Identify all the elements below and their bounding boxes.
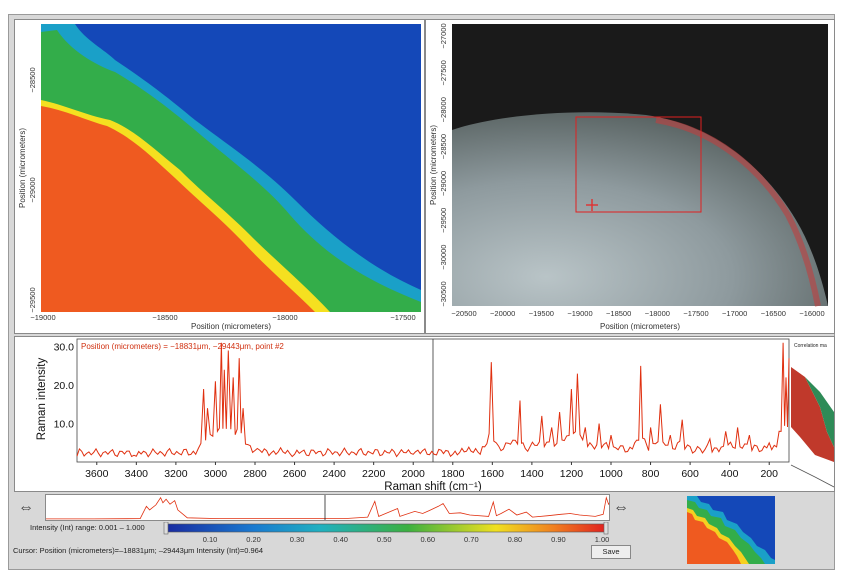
spectrum-x-tick: 2000 [402,468,426,480]
colorbar-min-handle[interactable] [163,522,169,535]
colorbar-tick: 0.60 [420,535,435,544]
colorbar-tick: 0.70 [464,535,479,544]
heatmap-red-region [41,106,315,312]
image-x-tick: −16000 [799,309,824,318]
correlation-surface-red [791,367,834,462]
image-xlabel: Position (micrometers) [600,322,680,331]
save-button[interactable]: Save [591,545,631,559]
image-x-tick: −19000 [567,309,592,318]
spectrum-x-tick: 2600 [283,468,307,480]
correlation-map-title: Correlation ma [794,343,827,349]
spectrum-y-tick: 20.0 [54,380,75,392]
heatmap-panel: −19000 −18500 −18000 −17500 −28500 −29000 −29… [14,19,425,334]
heatmap-y-tick: −29000 [28,177,37,202]
heatmap-x-tick: −19000 [30,313,55,322]
spectrum-x-tick: 2200 [362,468,386,480]
video-image-panel: −20500 −20000 −19500 −19000 −18500 −18000 −175… [425,19,835,334]
image-edge-highlight [655,117,821,307]
spectrum-x-tick: 200 [760,468,778,480]
spectrum-chart[interactable]: Position (micrometers) = −18831μm, −2944… [15,337,835,492]
image-y-tick: −29500 [439,208,448,233]
cursor-status: Cursor: Position (micrometers)=–18831μm;… [13,546,264,555]
image-ylabel: Position (micrometers) [429,125,438,205]
spectrum-x-tick: 3000 [204,468,228,480]
spectrum-ylabel: Raman intensity [36,358,48,441]
heatmap-xlabel: Position (micrometers) [191,322,271,331]
spectrum-y-tick: 30.0 [54,342,75,354]
image-x-tick: −20000 [490,309,515,318]
colorbar[interactable]: 0.10 0.20 0.30 0.40 0.50 0.60 0.70 0.80 0.90 1.00 [162,522,612,544]
scan-region-rect[interactable] [575,116,702,213]
image-y-tick: −30500 [439,281,448,306]
image-y-tick: −27000 [439,23,448,48]
image-x-ticks: −20500 −20000 −19500 −19000 −18500 −18000 −175… [451,309,824,318]
image-y-tick: −27500 [439,60,448,85]
spectrum-x-tick: 1000 [599,468,623,480]
colorbar-tick: 0.20 [246,535,261,544]
overview-spectrum[interactable] [46,495,610,521]
image-x-tick: −17000 [722,309,747,318]
colorbar-tick: 0.80 [508,535,523,544]
spectrum-x-ticks: 3600 3400 3200 3000 2800 2600 2400 2200 2000 1800… [85,462,778,480]
heatmap-y-ticks: −28500 −29000 −29500 [28,67,37,312]
spectrum-x-tick: 1200 [560,468,584,480]
image-x-tick: −19500 [529,309,554,318]
colorbar-ticks: 0.10 0.20 0.30 0.40 0.50 0.60 0.70 0.80 0.90 1.00 [203,535,610,544]
spectrum-x-tick: 1800 [441,468,465,480]
correlation-surface-green [805,377,834,447]
correlation-surface-edge [790,464,834,488]
image-x-tick: −20500 [451,309,476,318]
zoom-right-arrow-icon[interactable]: ⇔ [613,499,629,516]
zoom-left-arrow-icon[interactable]: ⇔ [18,499,34,516]
image-sample-region [452,112,828,306]
heatmap-ylabel: Position (micrometers) [18,128,27,208]
spectrum-panel: Position (micrometers) = −18831μm, −2944… [14,336,835,492]
heatmap-x-tick: −18500 [152,313,177,322]
image-x-tick: −18000 [645,309,670,318]
spectrum-x-tick: 600 [681,468,699,480]
heatmap-y-tick: −28500 [28,67,37,92]
spectrum-line [76,342,790,458]
spectrum-x-tick: 800 [642,468,660,480]
intensity-range-label: Intensity (Int) range: 0.001 – 1.000 [30,523,145,532]
image-y-tick: −28000 [439,97,448,122]
overview-spectrum-line [46,496,609,520]
image-x-tick: −17500 [683,309,708,318]
heatmap-x-ticks: −19000 −18500 −18000 −17500 [30,313,415,322]
colorbar-tick: 0.10 [203,535,218,544]
image-y-tick: −28500 [439,134,448,159]
spectrum-x-tick: 3400 [125,468,149,480]
spectrum-y-ticks: 30.0 20.0 10.0 [54,342,75,431]
image-x-tick: −18500 [606,309,631,318]
colorbar-gradient [165,523,607,533]
cursor-crosshair-icon[interactable] [586,199,598,211]
heatmap-x-tick: −17500 [390,313,415,322]
spectrum-x-tick: 3600 [85,468,109,480]
colorbar-tick: 0.50 [377,535,392,544]
video-image-chart[interactable]: −20500 −20000 −19500 −19000 −18500 −18000 −175… [426,20,835,334]
heatmap-x-tick: −18000 [272,313,297,322]
image-y-tick: −30000 [439,245,448,270]
spectrum-x-tick: 1400 [520,468,544,480]
colorbar-tick: 1.00 [595,535,610,544]
colorbar-tick: 0.30 [290,535,305,544]
heatmap-chart[interactable]: −19000 −18500 −18000 −17500 −28500 −29000 −29… [15,20,425,334]
image-y-tick: −29000 [439,171,448,196]
heatmap-thumbnail[interactable] [687,496,775,564]
overview-spectrum-panel [45,494,610,521]
heatmap-y-tick: −29500 [28,287,37,312]
spectrum-y-tick: 10.0 [54,419,75,431]
spectrum-x-tick: 2800 [243,468,267,480]
spectrum-x-tick: 3200 [164,468,188,480]
spectrum-x-tick: 2400 [322,468,346,480]
spectrum-annotation: Position (micrometers) = −18831μm, −2944… [81,342,284,351]
colorbar-tick: 0.40 [333,535,348,544]
spectrum-x-tick: 1600 [481,468,505,480]
colorbar-tick: 0.90 [551,535,566,544]
image-x-tick: −16500 [761,309,786,318]
image-y-ticks: −27000 −27500 −28000 −28500 −29000 −29500 −300… [439,23,448,306]
spectrum-xlabel: Raman shift (cm⁻¹) [384,481,482,492]
spectrum-x-tick: 400 [721,468,739,480]
colorbar-max-handle[interactable] [603,522,609,535]
